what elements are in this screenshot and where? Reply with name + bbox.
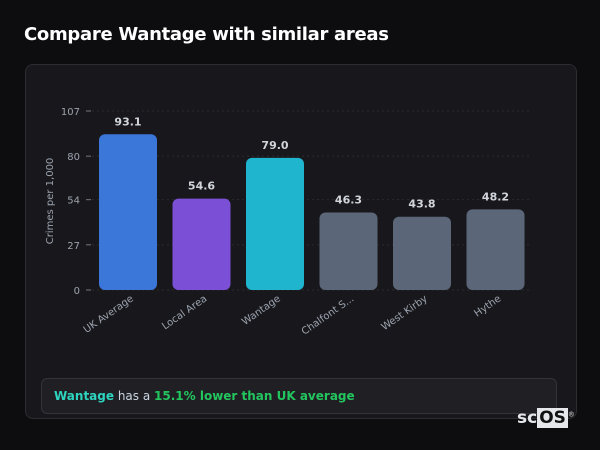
- x-tick-label: Local Area: [160, 293, 209, 332]
- logo-text-os: OS: [537, 408, 568, 428]
- y-tick-label: 54: [67, 196, 80, 207]
- bar: [319, 212, 378, 290]
- logo-text: sc: [517, 408, 538, 428]
- y-axis-label: Crimes per 1,000: [45, 158, 56, 245]
- scos-logo: sc OS ®: [517, 408, 575, 428]
- bar: [466, 209, 525, 290]
- bar: [393, 216, 451, 290]
- summary-place: Wantage: [54, 389, 115, 403]
- bar-value-label: 46.3: [335, 194, 362, 207]
- bar-value-label: 93.1: [114, 115, 141, 128]
- y-tick-label: 80: [67, 152, 80, 163]
- logo-mark: ®: [567, 410, 575, 419]
- x-tick-label: UK Average: [82, 293, 136, 335]
- bar-value-label: 54.6: [188, 180, 215, 193]
- summary-text: has a: [114, 389, 155, 403]
- bar-value-label: 43.8: [408, 198, 435, 211]
- bar-value-label: 79.0: [261, 139, 288, 152]
- y-tick-label: 0: [74, 286, 80, 297]
- summary-highlight: 15.1% lower than UK average: [154, 389, 355, 403]
- bar-value-label: 48.2: [482, 190, 509, 203]
- x-tick-label: Wantage: [240, 293, 283, 327]
- bar: [172, 198, 231, 290]
- summary-box: Wantage has a 15.1% lower than UK averag…: [41, 378, 557, 414]
- y-tick-label: 107: [61, 107, 80, 118]
- bar: [246, 157, 304, 290]
- bar: [99, 134, 157, 290]
- x-tick-label: West Kirby: [380, 293, 430, 333]
- x-tick-label: Chalfont S...: [300, 293, 356, 337]
- x-tick-label: Hythe: [472, 293, 503, 319]
- page-title: Compare Wantage with similar areas: [24, 24, 389, 45]
- y-tick-label: 27: [67, 241, 80, 252]
